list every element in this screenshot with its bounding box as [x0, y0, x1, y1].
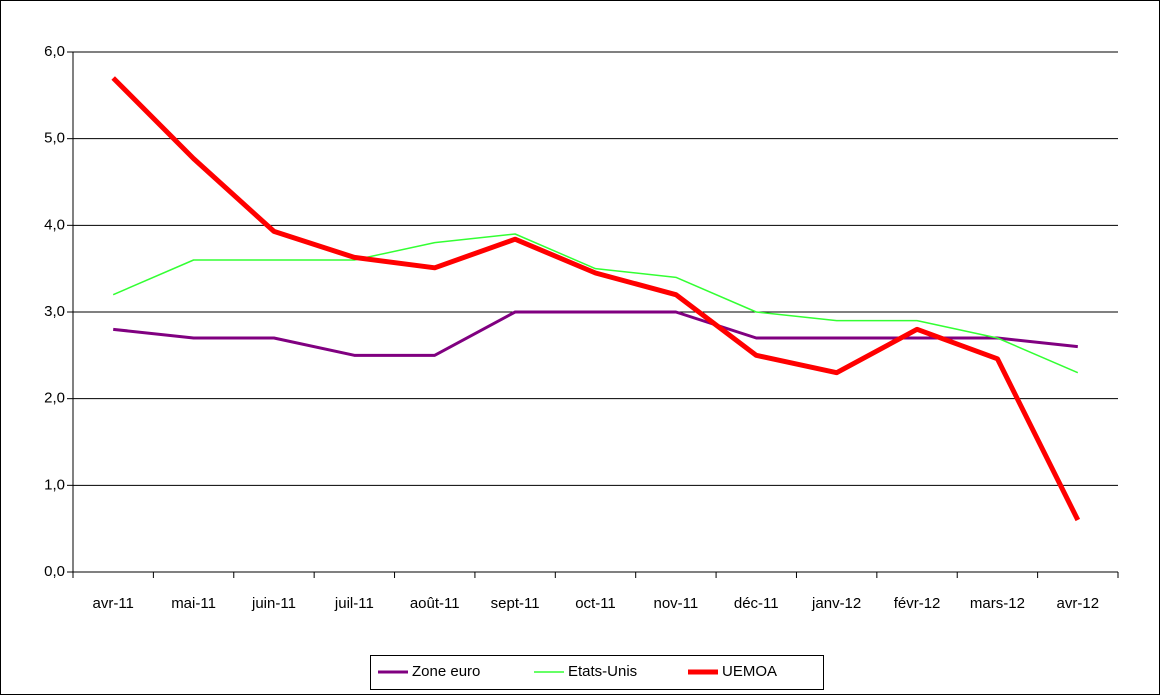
- x-tick-label: août-11: [410, 595, 460, 612]
- legend-label: UEMOA: [722, 663, 777, 680]
- legend-box: [370, 655, 824, 690]
- series-line: [113, 310, 1078, 357]
- y-tick-label: 3,0: [44, 303, 65, 320]
- y-tick-label: 1,0: [44, 476, 65, 493]
- x-tick-label: juil-11: [334, 595, 374, 612]
- y-tick-label: 5,0: [44, 130, 65, 147]
- x-tick-label: avr-12: [1057, 595, 1100, 612]
- x-tick-label: févr-12: [894, 595, 941, 612]
- legend-label: Etats-Unis: [568, 663, 637, 680]
- series-line: [111, 76, 1081, 522]
- x-tick-label: mars-12: [970, 595, 1025, 612]
- y-tick-label: 6,0: [44, 43, 65, 60]
- x-tick-label: avr-11: [92, 595, 133, 612]
- series-line: [112, 233, 1079, 374]
- x-tick-label: juin-11: [251, 595, 296, 612]
- x-tick-label: janv-12: [811, 595, 861, 612]
- x-tick-label: sept-11: [491, 595, 540, 612]
- legend-label: Zone euro: [412, 663, 480, 680]
- y-tick-label: 0,0: [44, 563, 65, 580]
- x-tick-label: oct-11: [575, 595, 616, 612]
- y-tick-label: 4,0: [44, 216, 65, 233]
- y-tick-label: 2,0: [44, 390, 65, 407]
- x-tick-label: nov-11: [654, 595, 699, 612]
- x-tick-label: déc-11: [734, 595, 779, 612]
- x-tick-label: mai-11: [171, 595, 216, 612]
